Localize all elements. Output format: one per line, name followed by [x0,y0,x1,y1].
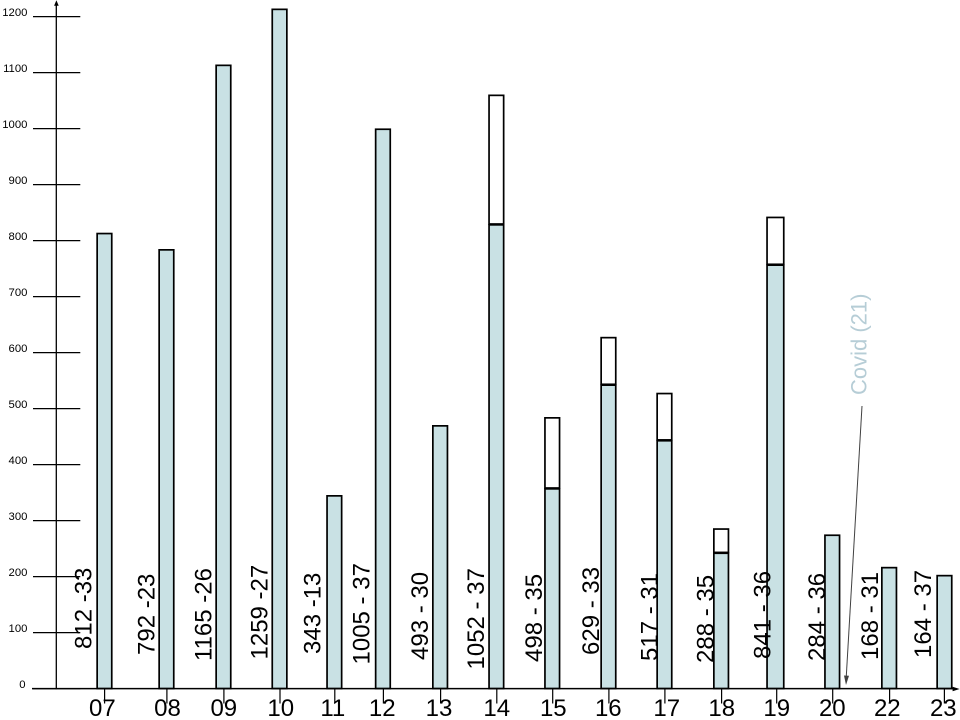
svg-text:500: 500 [9,399,28,411]
svg-text:600: 600 [9,343,28,355]
svg-text:0: 0 [19,679,25,691]
svg-text:1259 -27: 1259 -27 [247,565,274,660]
svg-text:100: 100 [9,623,28,635]
svg-text:300: 300 [9,511,28,523]
svg-text:1200: 1200 [2,7,27,19]
svg-text:498 - 35: 498 - 35 [521,574,548,662]
svg-text:288 - 35: 288 - 35 [693,575,720,663]
svg-text:168 - 31: 168 - 31 [857,572,884,660]
svg-text:19: 19 [763,695,790,720]
svg-text:400: 400 [9,455,28,467]
svg-text:1000: 1000 [2,119,27,131]
svg-text:200: 200 [9,567,28,579]
svg-text:10: 10 [267,695,294,720]
svg-text:09: 09 [210,695,237,720]
svg-text:1005 - 37: 1005 - 37 [349,563,376,664]
svg-text:629 - 33: 629 - 33 [578,567,605,655]
svg-text:22: 22 [874,695,901,720]
svg-text:15: 15 [540,695,567,720]
svg-text:800: 800 [9,231,28,243]
svg-text:14: 14 [483,695,510,720]
svg-text:13: 13 [426,695,453,720]
svg-text:20: 20 [819,695,846,720]
svg-text:1100: 1100 [3,63,27,75]
svg-text:841 - 36: 841 - 36 [750,571,777,659]
svg-text:792 -23: 792 -23 [134,574,161,655]
svg-text:23: 23 [930,695,957,720]
svg-text:700: 700 [9,287,28,299]
svg-text:18: 18 [708,695,735,720]
svg-text:1052 - 37: 1052 - 37 [463,568,490,669]
svg-text:284 - 36: 284 - 36 [804,573,831,661]
svg-text:16: 16 [595,695,622,720]
svg-text:343 -13: 343 -13 [300,573,327,654]
svg-text:11: 11 [320,695,345,720]
svg-text:07: 07 [89,695,116,720]
svg-text:164 - 37: 164 - 37 [910,570,937,658]
svg-text:08: 08 [154,695,181,720]
svg-text:517 - 31: 517 - 31 [636,573,663,661]
svg-text:1165 -26: 1165 -26 [191,568,218,661]
svg-text:17: 17 [653,695,680,720]
svg-text:900: 900 [9,175,28,187]
svg-text:12: 12 [369,695,396,720]
svg-text:812 -33: 812 -33 [71,568,98,649]
svg-text:Covid (21): Covid (21) [847,294,872,395]
svg-text:493 - 30: 493 - 30 [407,572,434,660]
